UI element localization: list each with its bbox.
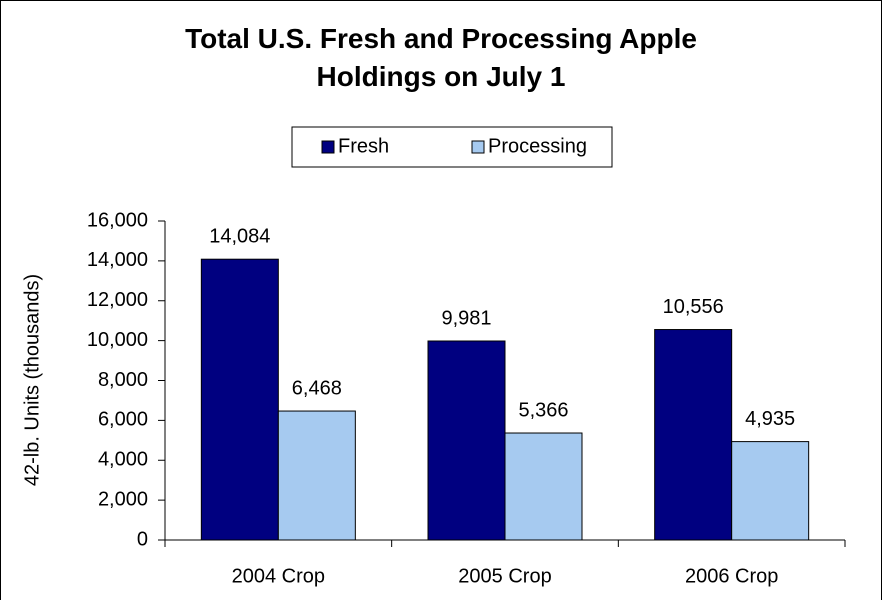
chart-title: Total U.S. Fresh and Processing Apple Ho…: [185, 23, 697, 92]
bar: [731, 441, 810, 541]
y-tick-label: 12,000: [87, 289, 148, 311]
y-tick-label: 8,000: [98, 369, 148, 391]
value-label: 6,468: [292, 377, 342, 399]
y-tick-label: 6,000: [98, 409, 148, 431]
y-tick-label: 2,000: [98, 488, 148, 510]
value-label: 4,935: [745, 408, 795, 430]
legend-swatch: [321, 140, 335, 154]
bar: [654, 329, 733, 541]
bar: [200, 258, 279, 541]
x-tick-label: 2005 Crop: [458, 565, 551, 587]
y-tick-label: 10,000: [87, 329, 148, 351]
y-tick-label: 14,000: [87, 249, 148, 271]
value-label: 14,084: [209, 225, 270, 247]
value-label: 10,556: [663, 296, 724, 318]
legend-box: [291, 126, 613, 168]
legend-label: Fresh: [338, 135, 389, 157]
bar: [504, 432, 583, 541]
legend-label: Processing: [488, 135, 587, 157]
y-tick-label: 0: [137, 528, 148, 550]
y-axis-label: 42-lb. Units (thousands): [21, 274, 43, 486]
bar: [277, 410, 356, 541]
y-tick-label: 4,000: [98, 449, 148, 471]
x-tick-label: 2004 Crop: [232, 565, 325, 587]
legend-swatch: [471, 140, 485, 154]
value-label: 9,981: [441, 307, 491, 329]
bar: [427, 340, 506, 541]
value-label: 5,366: [518, 399, 568, 421]
x-tick-label: 2006 Crop: [685, 565, 778, 587]
y-tick-label: 16,000: [87, 209, 148, 231]
